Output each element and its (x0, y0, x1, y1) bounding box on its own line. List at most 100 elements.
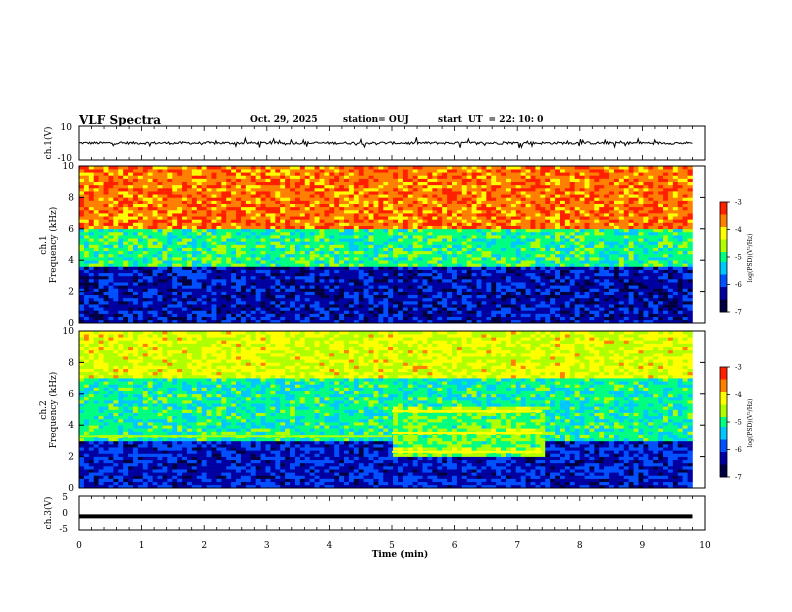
spectrogram-cell (520, 203, 526, 208)
spectrogram-cell (79, 231, 85, 236)
spectrogram-cell (452, 216, 458, 220)
spectrogram-cell (240, 257, 247, 261)
spectrogram-cell (285, 181, 291, 186)
spectrogram-cell (417, 250, 423, 255)
spectrogram-cell (393, 191, 399, 195)
spectrogram-cell (344, 247, 350, 252)
spectrogram-cell (540, 253, 546, 258)
spectrogram-cell (505, 191, 512, 195)
spectrogram-cell (427, 257, 433, 261)
spectrogram-cell (358, 294, 364, 299)
spectrogram-cell (535, 197, 541, 201)
spectrogram-cell (245, 269, 252, 274)
spectrogram-cell (157, 184, 163, 189)
spectrogram-cell (167, 244, 173, 248)
spectrogram-cell (501, 282, 507, 286)
spectrogram-cell (98, 197, 104, 201)
spectrogram-cell (456, 187, 463, 192)
spectrogram-cell (245, 301, 252, 305)
spectrogram-cell (353, 307, 360, 311)
spectrogram-cell (510, 297, 517, 302)
spectrogram-cell (123, 257, 129, 261)
spectrogram-cell (319, 272, 325, 277)
spectrogram-cell (231, 178, 237, 182)
spectrogram-cell (240, 316, 247, 321)
spectrogram-cell (393, 272, 399, 277)
spectrogram-cell (501, 209, 507, 214)
spectrogram-cell (290, 200, 296, 204)
spectrogram-cell (496, 200, 502, 204)
spectrogram-cell (329, 219, 335, 223)
spectrogram-cell (142, 169, 149, 173)
spectrogram-cell (265, 231, 271, 236)
spectrogram-cell (501, 235, 507, 239)
spectrogram-cell (265, 310, 271, 314)
spectrogram-cell (182, 269, 188, 274)
spectrogram-cell (550, 213, 556, 217)
spectrogram-cell (373, 285, 379, 289)
spectrogram-cell (142, 279, 149, 283)
spectrogram-cell (525, 304, 531, 308)
spectrogram-cell (177, 197, 183, 201)
spectrogram-cell (540, 181, 546, 186)
spectrogram-cell (422, 194, 428, 198)
spectrogram-cell (162, 238, 168, 242)
spectrogram-cell (329, 216, 335, 220)
spectrogram-cell (270, 244, 276, 248)
spectrogram-cell (407, 175, 414, 179)
spectrogram-cell (491, 241, 497, 245)
spectrogram-cell (358, 275, 364, 280)
spectrogram-cell (201, 288, 207, 292)
spectrogram-cell (329, 282, 335, 286)
spectrogram-cell (417, 194, 423, 198)
spectrogram-cell (329, 269, 335, 274)
spectrogram-cell (476, 269, 482, 274)
spectrogram-cell (417, 304, 423, 308)
spectrogram-cell (437, 247, 443, 252)
spectrogram-cell (348, 203, 355, 208)
spectrogram-cell (510, 172, 517, 176)
spectrogram-cell (555, 231, 561, 236)
spectrogram-cell (461, 285, 468, 289)
spectrogram-cell (93, 213, 99, 217)
spectrogram-cell (123, 301, 129, 305)
spectrogram-cell (388, 213, 394, 217)
spectrogram-cell (93, 194, 99, 198)
spectrogram-cell (113, 247, 119, 252)
spectrogram-cell (520, 260, 526, 264)
spectrogram-cell (93, 301, 99, 305)
spectrogram-cell (432, 297, 438, 302)
spectrogram-cell (373, 301, 379, 305)
spectrogram-cell (334, 310, 340, 314)
spectrogram-cell (128, 319, 134, 324)
spectrogram-cell (98, 250, 104, 255)
spectrogram-cell (290, 304, 296, 308)
spectrogram-cell (245, 263, 252, 267)
spectrogram-cell (447, 285, 453, 289)
spectrogram-cell (530, 313, 536, 318)
spectrogram-cell (147, 238, 153, 242)
spectrogram-cell (510, 269, 517, 274)
spectrogram-cell (555, 241, 561, 245)
spectrogram-cell (422, 244, 428, 248)
spectrogram-cell (491, 175, 497, 179)
spectrogram-cell (162, 194, 168, 198)
spectrogram-cell (505, 275, 512, 280)
spectrogram-cell (245, 213, 252, 217)
spectrogram-cell (432, 200, 438, 204)
spectrogram-cell (329, 197, 335, 201)
spectrogram-cell (368, 219, 374, 223)
spectrogram-cell (329, 172, 335, 176)
spectrogram-cell (368, 285, 374, 289)
spectrogram-cell (83, 172, 90, 176)
spectrogram-cell (152, 191, 158, 195)
spectrogram-cell (275, 307, 281, 311)
spectrogram-cell (240, 263, 247, 267)
spectrogram-cell (530, 169, 536, 173)
spectrogram-cell (103, 282, 109, 286)
spectrogram-cell (432, 275, 438, 280)
spectrogram-cell (432, 178, 438, 182)
spectrogram-cell (530, 194, 536, 198)
spectrogram-cell (132, 266, 139, 270)
spectrogram-cell (152, 282, 158, 286)
